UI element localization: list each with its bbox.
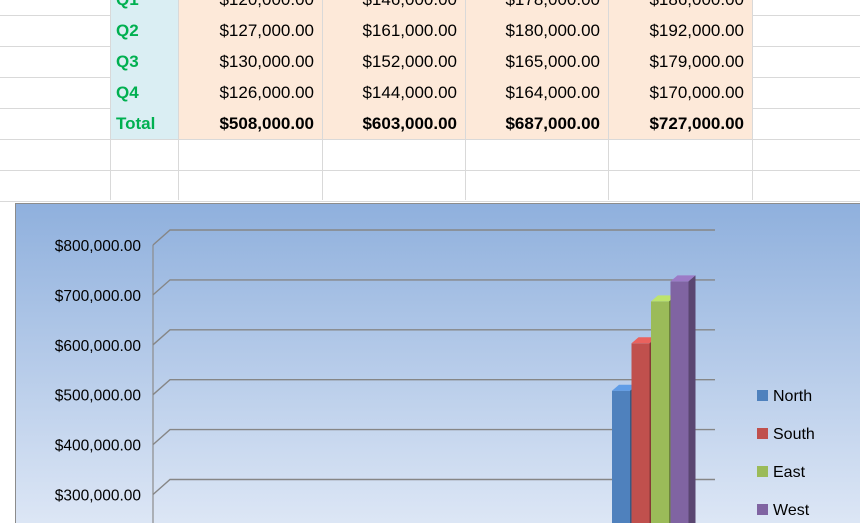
value-cell[interactable]: $127,000.00 [179, 15, 322, 46]
row-label-q2[interactable]: Q2 [111, 15, 178, 46]
bar-side [689, 275, 696, 523]
chart-area [16, 204, 860, 523]
bar-west [671, 275, 696, 523]
value-cell[interactable]: $164,000.00 [466, 77, 608, 108]
row-label-q3[interactable]: Q3 [111, 46, 178, 77]
row-label-q4[interactable]: Q4 [111, 77, 178, 108]
row-label-q1[interactable]: Q1 [111, 0, 178, 15]
row-label-total[interactable]: Total [111, 108, 178, 139]
value-cell[interactable]: $144,000.00 [323, 77, 465, 108]
total-cell[interactable]: $727,000.00 [609, 108, 752, 139]
total-cell[interactable]: $603,000.00 [323, 108, 465, 139]
legend-label-north: North [773, 388, 812, 405]
legend-swatch-north [757, 390, 768, 401]
value-cell[interactable]: $130,000.00 [179, 46, 322, 77]
total-cell[interactable]: $687,000.00 [466, 108, 608, 139]
value-cell[interactable]: $186,000.00 [609, 0, 752, 15]
bar-front [632, 343, 650, 523]
legend-label-south: South [773, 426, 815, 443]
value-cell[interactable]: $120,000.00 [179, 0, 322, 15]
sales-chart[interactable]: $300,000.00 $400,000.00 $500,000.00 $600,00… [15, 203, 860, 523]
legend-swatch-south [757, 428, 768, 439]
legend-label-east: East [773, 464, 806, 481]
legend-swatch-east [757, 466, 768, 477]
bar-front [612, 391, 630, 523]
value-cell[interactable]: $126,000.00 [179, 77, 322, 108]
bar-front [671, 281, 689, 523]
value-cell[interactable]: $146,000.00 [323, 0, 465, 15]
value-cell[interactable]: $152,000.00 [323, 46, 465, 77]
legend-label-west: West [773, 502, 810, 519]
value-cell[interactable]: $192,000.00 [609, 15, 752, 46]
row-divider [0, 170, 860, 171]
value-cell[interactable]: $161,000.00 [323, 15, 465, 46]
row-divider [0, 201, 860, 202]
bar-front [651, 301, 669, 523]
y-tick-label: $700,000.00 [55, 288, 142, 305]
spreadsheet-grid[interactable]: Q1$120,000.00$146,000.00$178,000.00$186,… [0, 0, 860, 200]
y-tick-label: $300,000.00 [55, 488, 142, 505]
y-tick-label: $600,000.00 [55, 338, 142, 355]
row-divider [0, 139, 860, 140]
total-cell[interactable]: $508,000.00 [179, 108, 322, 139]
y-tick-label: $800,000.00 [55, 238, 142, 255]
value-cell[interactable]: $180,000.00 [466, 15, 608, 46]
value-cell[interactable]: $179,000.00 [609, 46, 752, 77]
value-cell[interactable]: $178,000.00 [466, 0, 608, 15]
y-tick-label: $400,000.00 [55, 438, 142, 455]
value-cell[interactable]: $170,000.00 [609, 77, 752, 108]
value-cell[interactable]: $165,000.00 [466, 46, 608, 77]
legend-swatch-west [757, 504, 768, 515]
y-tick-label: $500,000.00 [55, 388, 142, 405]
